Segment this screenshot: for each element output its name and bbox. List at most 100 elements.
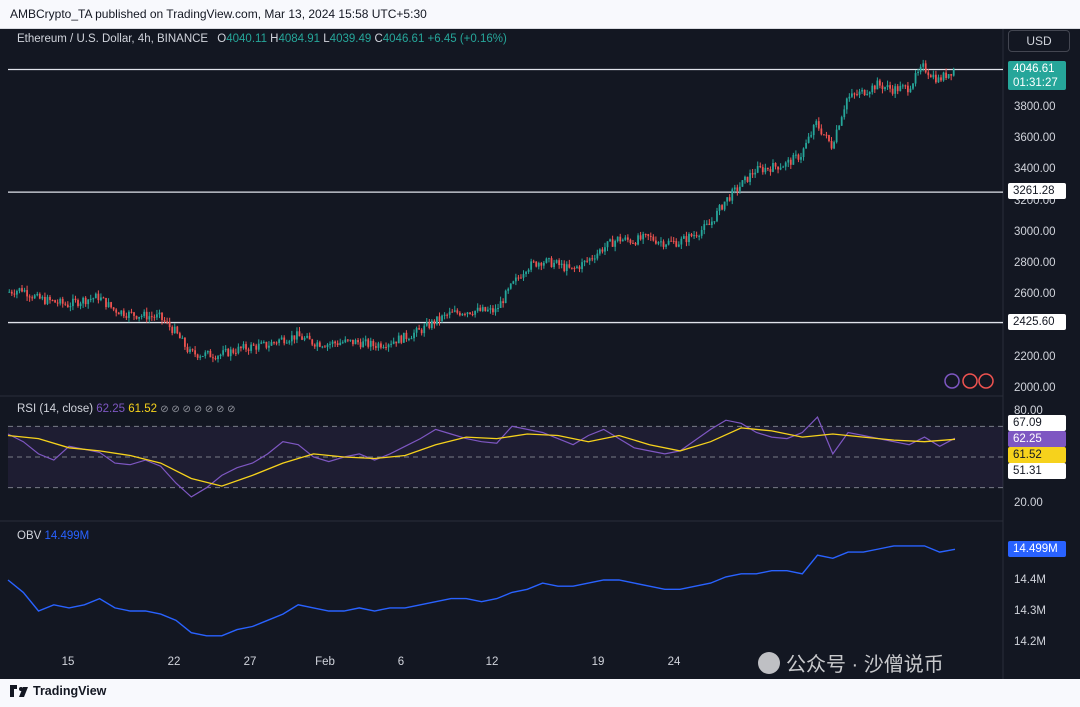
candle-body [255,345,258,350]
candle-body [339,342,342,345]
candle-body [408,338,410,340]
candle-body [525,271,527,275]
candle-body [82,297,84,304]
candle-body [163,320,166,322]
candle-body [700,229,703,236]
candle-body [448,311,451,315]
candle-body [810,135,813,137]
tradingview-logo[interactable]: TradingView [10,684,106,698]
candle-body [321,346,324,348]
candle-body [647,234,650,236]
candle-body [637,235,639,245]
candle-body [156,314,158,318]
candle-body [705,223,708,225]
candle-body [749,173,751,182]
candle-body [598,249,601,254]
price-axis-tick: 3000.00 [1014,225,1056,238]
candle-body [604,247,606,252]
candle-body [64,303,67,305]
candle-body [385,347,387,349]
candle-body [148,316,151,320]
candle-body [794,154,797,156]
candle-body [222,350,225,355]
candle-body [280,337,283,340]
candle-body [553,262,555,268]
candle-body [583,260,586,263]
candle-body [120,310,123,315]
price-axis-tick: 2600.00 [1014,288,1056,301]
high-label: H [270,33,279,45]
candle-body [764,167,767,173]
candle-body [891,88,894,94]
candle-body [848,96,851,99]
time-tick-19: 19 [591,656,605,668]
candle-body [886,85,889,88]
candle-body [563,263,566,271]
candle-body [369,340,372,347]
candle-body [41,296,44,299]
candle-body [514,277,517,282]
candle-body [250,344,253,351]
candle-body [72,298,74,307]
candle-body [835,129,838,143]
currency-button[interactable]: USD [1008,30,1070,52]
candle-body [787,159,790,163]
candle-body [344,339,347,343]
obv-axis-14-2: 14.2M [1014,636,1046,648]
candle-body [527,269,530,272]
candle-body [845,98,848,110]
candle-body [206,350,209,353]
candle-body [532,261,535,263]
candle-body [425,322,428,326]
obv-legend: OBV 14.499M [17,530,89,542]
candle-body [744,176,746,181]
candle-body [176,326,179,334]
candle-body [540,262,543,266]
candle-body [293,335,296,340]
candle-body [492,308,494,313]
candle-body [662,241,665,247]
price-legend: Ethereum / U.S. Dollar, 4h, BINANCE O404… [17,33,507,45]
candle-body [726,197,729,202]
candle-body [520,277,522,279]
candle-body [178,333,181,339]
time-tick-27: 27 [243,656,257,668]
time-tick-12: 12 [485,656,499,668]
candle-body [456,310,459,313]
candle-body [61,298,64,304]
candle-body [346,339,349,341]
candle-body [201,355,204,357]
candle-body [822,134,825,136]
candle-body [285,342,288,344]
candle-body [937,77,940,83]
candle-body [853,93,856,95]
candle-body [535,261,538,267]
level-tag-2425: 2425.60 [1008,314,1066,330]
tradingview-brand: TradingView [33,684,107,698]
candle-body [377,343,380,348]
event-marker-icon [978,373,994,389]
time-tick-15: 15 [61,656,75,668]
candle-body [568,264,571,268]
candle-body [703,224,706,230]
candle-body [481,307,484,311]
candle-body [873,85,876,90]
candle-body [769,169,772,172]
candle-body [680,238,683,245]
candle-body [16,290,18,295]
candle-body [138,316,141,319]
candle-body [932,74,935,78]
candle-body [660,241,662,243]
candle-body [458,312,461,316]
event-marker-icon [962,373,978,389]
candle-body [555,260,558,263]
candle-body [166,321,169,323]
candle-body [486,309,489,312]
candle-body [838,125,841,130]
candle-body [774,162,777,167]
candle-body [738,186,741,191]
rsi-legend: RSI (14, close) 62.25 61.52 ⊘ ⊘ ⊘ ⊘ ⊘ ⊘ … [17,403,236,415]
candle-body [718,205,721,211]
candle-body [728,197,731,201]
